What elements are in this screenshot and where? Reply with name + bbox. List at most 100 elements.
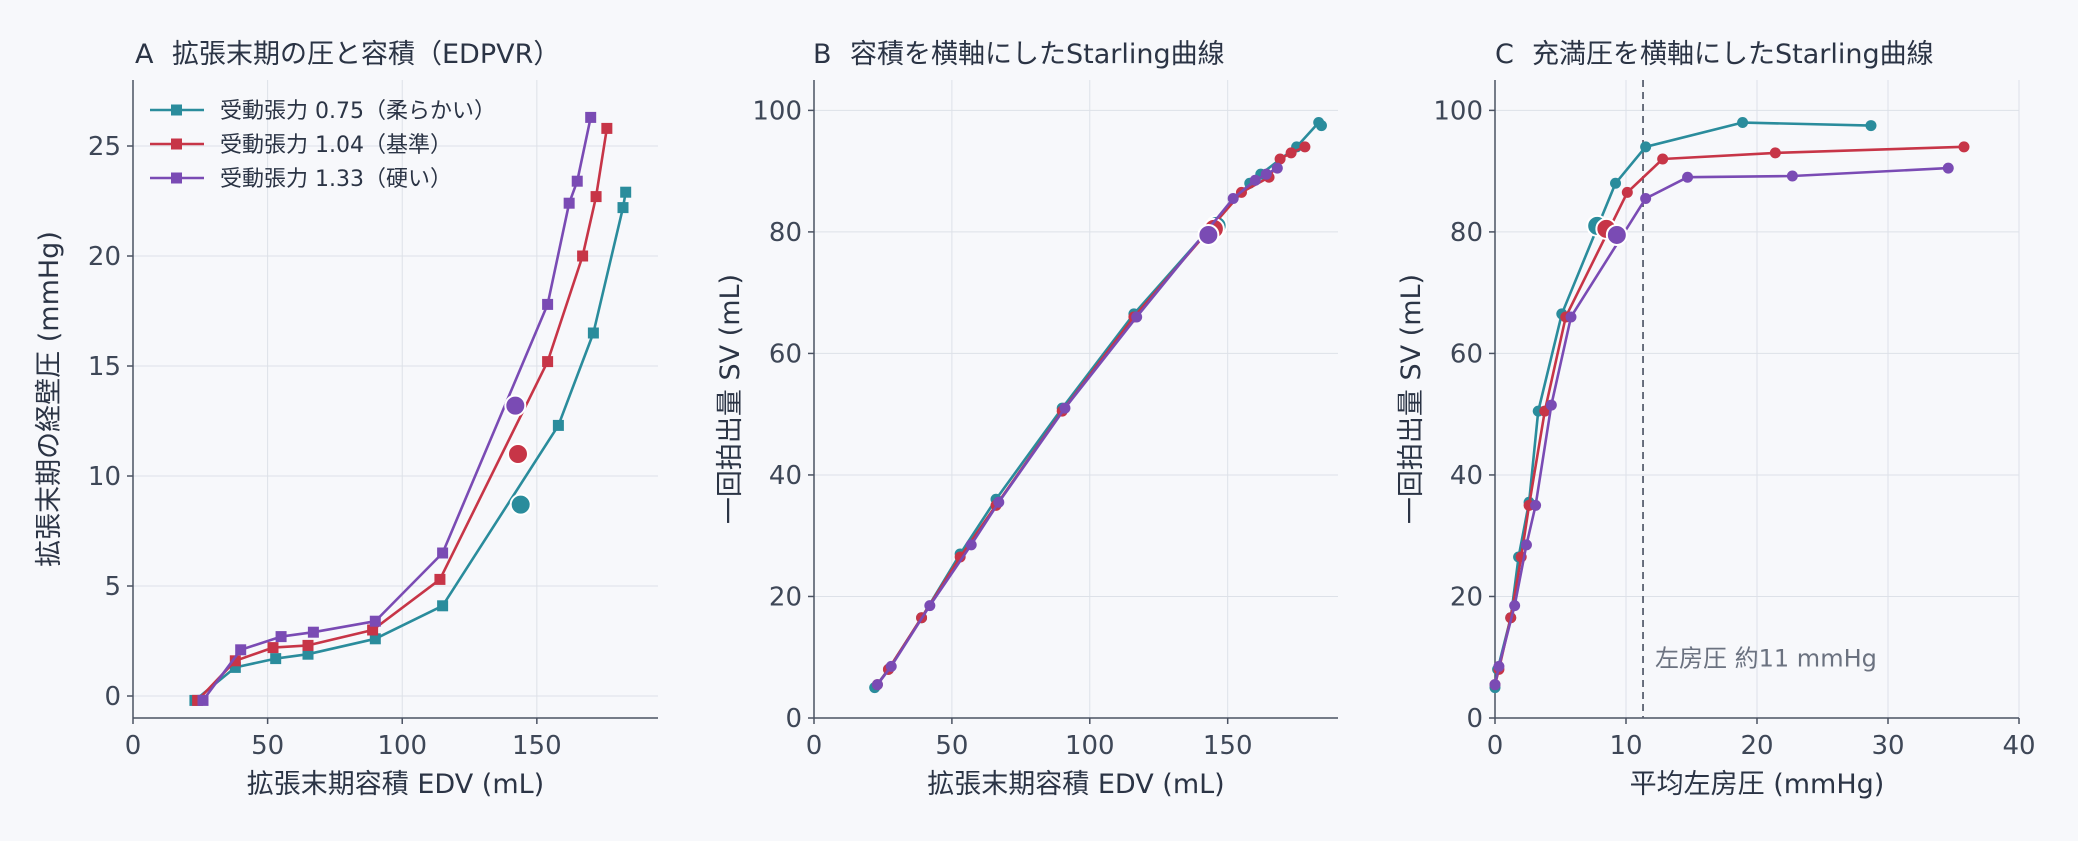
series-2-point-14.7 xyxy=(1682,171,1694,183)
series-1-line xyxy=(876,145,1306,686)
y-tick-label: 100 xyxy=(752,96,802,126)
series-1-point-172 xyxy=(590,191,602,203)
series-2-point-5.8 xyxy=(1565,311,1577,323)
series-2-point-165 xyxy=(571,175,583,187)
series-1-line xyxy=(1493,145,1965,685)
y-tick-label: 10 xyxy=(88,462,121,492)
series-2-line xyxy=(201,117,592,702)
x-tick-label: 0 xyxy=(125,731,142,761)
x-axis-label: 平均左房圧 (mmHg) xyxy=(1630,769,1885,800)
panel-label: C xyxy=(1495,39,1514,70)
series-2-point-164 xyxy=(1260,168,1272,180)
series-0-highlight-point xyxy=(509,493,532,516)
series-1-highlight-point xyxy=(507,443,529,465)
series-2-point-168 xyxy=(1271,162,1283,174)
series-0-point-182 xyxy=(617,202,629,214)
series-1-point-52 xyxy=(267,642,279,654)
y-tick-label: 60 xyxy=(1450,339,1483,369)
series-2-point-152 xyxy=(1227,192,1239,204)
y-tick-label: 20 xyxy=(1450,582,1483,612)
series-2-point-170 xyxy=(585,111,597,123)
series-0-point-115 xyxy=(437,600,449,612)
legend-label-2: 受動張力 1.33（硬い） xyxy=(220,167,452,192)
y-tick-label: 0 xyxy=(785,704,802,734)
x-tick-label: 100 xyxy=(377,731,427,761)
x-axis-label: 拡張末期容積 EDV (mL) xyxy=(927,769,1224,800)
series-2-point-160 xyxy=(1249,174,1261,186)
series-0-point-18.9 xyxy=(1737,117,1749,129)
x-tick-label: 40 xyxy=(2002,731,2035,761)
y-axis-label: 拡張末期の経壁圧 (mmHg) xyxy=(34,231,65,567)
series-0-line xyxy=(873,121,1323,689)
series-1-point-167 xyxy=(577,250,589,262)
series-2-point-0 xyxy=(1489,679,1501,691)
series-1-point-53 xyxy=(954,551,966,563)
series-1-point-21.4 xyxy=(1769,147,1781,159)
legend-marker-2 xyxy=(171,172,182,184)
series-0-point-183 xyxy=(620,186,632,198)
series-1-point-178 xyxy=(1299,141,1311,153)
series-1-point-176 xyxy=(601,122,613,134)
chart-title: 拡張末期の圧と容積（EDPVR） xyxy=(172,39,560,70)
series-1-point-38 xyxy=(229,655,241,667)
panel-a: 0 50 100 150 0 5 10 15 20 25 A 拡張末期の圧と容積（EDPVR） 拡張末期… xyxy=(34,39,658,800)
series-2-point-67 xyxy=(993,496,1005,508)
series-0-point-158 xyxy=(552,419,564,431)
reference-line-label: 左房圧 約11 mmHg xyxy=(1655,644,1877,672)
series-2-line xyxy=(876,166,1278,686)
y-tick-label: 20 xyxy=(769,582,802,612)
y-tick-label: 40 xyxy=(1450,461,1483,491)
series-1-point-12.8 xyxy=(1657,153,1669,165)
series-2-point-3.1 xyxy=(1530,499,1542,511)
series-2-point-4.3 xyxy=(1545,399,1557,411)
series-0-point-9.2 xyxy=(1610,177,1622,189)
series-2-point-34.6 xyxy=(1942,162,1954,174)
y-tick-label: 40 xyxy=(769,461,802,491)
series-2-point-2.4 xyxy=(1520,539,1532,551)
series-2-highlight-point xyxy=(1605,223,1628,246)
series-2-point-1.5 xyxy=(1509,600,1521,612)
series-0-point-90 xyxy=(369,633,381,645)
series-2-point-162 xyxy=(563,197,575,209)
series-2-point-67 xyxy=(307,626,319,638)
series-1-point-35.8 xyxy=(1958,141,1970,153)
panel-c: 0 10 20 30 40 0 20 40 60 80 100 C 充満圧を横軸にしたStarling曲… xyxy=(1396,39,2036,800)
y-tick-label: 20 xyxy=(88,242,121,272)
series-1-point-154 xyxy=(542,356,554,368)
series-1-point-114 xyxy=(434,573,446,585)
x-axis-label: 拡張末期容積 EDV (mL) xyxy=(247,769,544,800)
series-2-point-26 xyxy=(197,694,209,706)
series-0-line xyxy=(194,191,627,702)
x-tick-label: 150 xyxy=(1203,731,1253,761)
x-tick-label: 10 xyxy=(1609,731,1642,761)
series-2-highlight-point xyxy=(504,394,527,417)
y-tick-label: 60 xyxy=(769,339,802,369)
series-1-point-89 xyxy=(367,624,379,636)
legend-marker-1 xyxy=(171,138,182,150)
y-tick-label: 25 xyxy=(88,132,121,162)
series-0-point-184 xyxy=(1315,120,1327,132)
x-tick-label: 150 xyxy=(512,731,562,761)
series-0-point-53 xyxy=(270,653,282,665)
series-2-point-117 xyxy=(1131,311,1143,323)
series-1-point-65 xyxy=(302,639,314,651)
x-tick-label: 50 xyxy=(935,731,968,761)
series-1-point-10.1 xyxy=(1621,186,1633,198)
series-2-line xyxy=(1493,166,1949,685)
legend-marker-0 xyxy=(171,104,182,116)
series-2-point-28 xyxy=(885,660,897,672)
series-0-point-171 xyxy=(587,327,599,339)
series-0-point-11.5 xyxy=(1640,141,1652,153)
series-2-highlight-point xyxy=(1197,223,1220,246)
y-tick-label: 15 xyxy=(88,352,121,382)
series-2-point-11.5 xyxy=(1640,192,1652,204)
y-axis-label: 一回拍出量 SV (mL) xyxy=(715,274,746,524)
y-tick-label: 80 xyxy=(769,218,802,248)
panel-label: B xyxy=(813,39,832,70)
series-2-point-154 xyxy=(542,298,554,310)
legend-label-0: 受動張力 0.75（柔らかい） xyxy=(220,99,496,124)
y-tick-label: 0 xyxy=(104,682,121,712)
series-0-point-38 xyxy=(229,661,241,673)
series-2-point-23 xyxy=(871,679,883,691)
